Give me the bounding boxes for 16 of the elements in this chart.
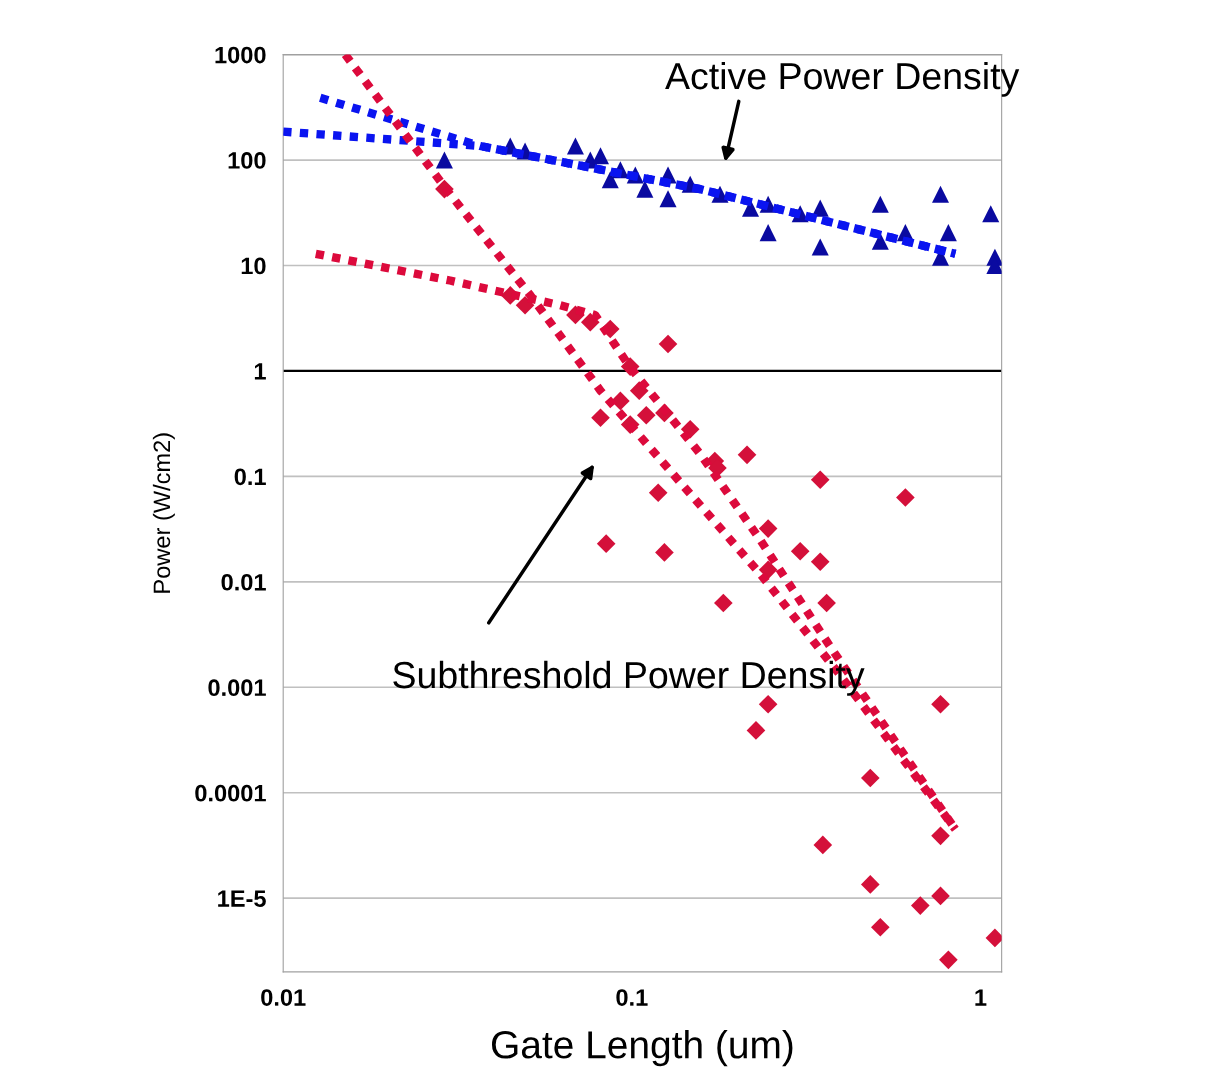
annotation: Subthreshold Power Density <box>393 660 865 696</box>
y-tick-label: 1 <box>254 363 266 380</box>
y-tick-label: 100 <box>228 152 266 169</box>
y-tick-label: 1000 <box>215 46 266 64</box>
y-tick-label: 0.0001 <box>195 784 266 802</box>
y-tick-label: 0.001 <box>208 679 266 697</box>
y-tick-label: 0.01 <box>221 573 266 591</box>
x-tick-label: 0.01 <box>261 989 306 1006</box>
y-tick-label: 1E-5 <box>218 890 266 907</box>
y-tick-label: 0.1 <box>234 468 266 486</box>
y-tick-label: 10 <box>241 257 266 275</box>
annotation: Active Power Density <box>665 61 1020 97</box>
x-tick-label: 0.1 <box>616 989 648 1006</box>
x-tick-label: 1 <box>975 989 987 1006</box>
y-axis-title: Power (W/cm2) <box>152 433 175 593</box>
x-axis-title: Gate Length (um) <box>492 1030 793 1067</box>
